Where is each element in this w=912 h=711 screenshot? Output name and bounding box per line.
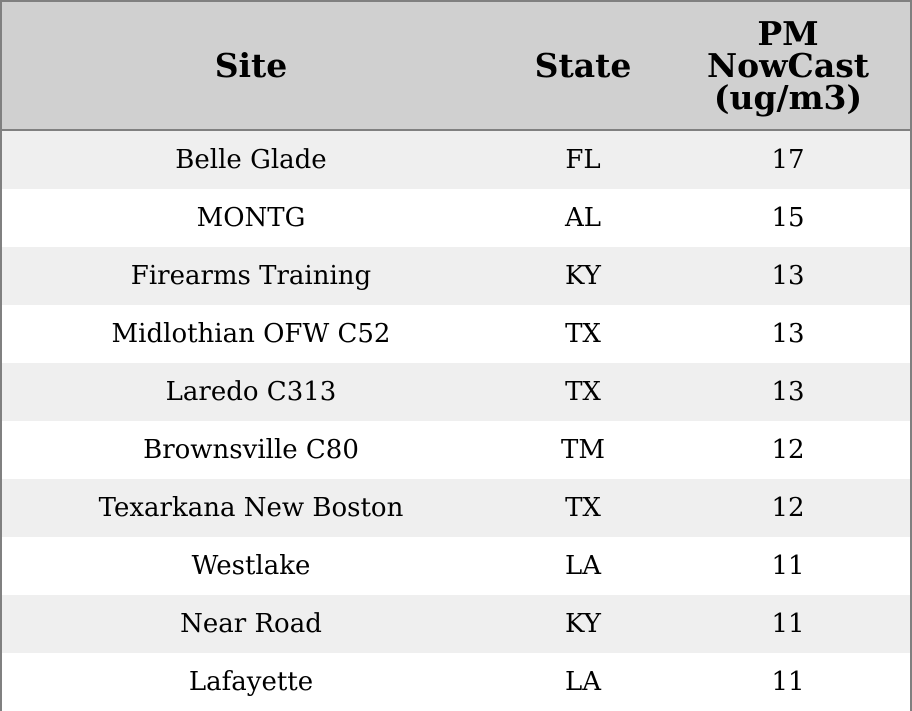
table-row: Midlothian OFW C52 TX 13	[2, 305, 910, 363]
table-cell: TM	[500, 421, 666, 479]
table-cell: Westlake	[2, 537, 500, 595]
table-cell: Near Road	[2, 595, 500, 653]
table-cell: 13	[666, 363, 910, 421]
table-row: Brownsville C80 TM 12	[2, 421, 910, 479]
table-header: Site State PM NowCast (ug/m3)	[2, 2, 910, 131]
table-cell: FL	[500, 130, 666, 189]
table-row: Belle Glade FL 17	[2, 130, 910, 189]
table-cell: 15	[666, 189, 910, 247]
table-cell: TX	[500, 305, 666, 363]
header-cell: State	[500, 2, 666, 131]
table-cell: Brownsville C80	[2, 421, 500, 479]
table-cell: Midlothian OFW C52	[2, 305, 500, 363]
table-cell: 12	[666, 421, 910, 479]
table-row: Near Road KY 11	[2, 595, 910, 653]
table-row: Texarkana New Boston TX 12	[2, 479, 910, 537]
table-cell: Belle Glade	[2, 130, 500, 189]
table-cell: Lafayette	[2, 653, 500, 711]
table-row: Lafayette LA 11	[2, 653, 910, 711]
table-cell: LA	[500, 653, 666, 711]
table-body: Belle Glade FL 17 MONTG AL 15 Firearms Trainin…	[2, 130, 910, 711]
table-cell: 17	[666, 130, 910, 189]
header-text: State	[534, 45, 632, 85]
header-cell: Site	[2, 2, 500, 131]
table-cell: 12	[666, 479, 910, 537]
table-cell: KY	[500, 595, 666, 653]
table-row: Laredo C313 TX 13	[2, 363, 910, 421]
table-row: Firearms Training KY 13	[2, 247, 910, 305]
header-text: Site	[214, 45, 288, 85]
table-cell: 11	[666, 537, 910, 595]
table-cell: 11	[666, 653, 910, 711]
table-cell: KY	[500, 247, 666, 305]
header-row: Site State PM NowCast (ug/m3)	[2, 2, 910, 131]
table-cell: Firearms Training	[2, 247, 500, 305]
table-cell: MONTG	[2, 189, 500, 247]
table-cell: 13	[666, 305, 910, 363]
table-cell: TX	[500, 363, 666, 421]
table-row: MONTG AL 15	[2, 189, 910, 247]
header-text: PM NowCast (ug/m3)	[706, 13, 870, 117]
table-cell: 11	[666, 595, 910, 653]
table-cell: Laredo C313	[2, 363, 500, 421]
header-cell: PM NowCast (ug/m3)	[666, 2, 910, 131]
table-cell: 13	[666, 247, 910, 305]
table-cell: Texarkana New Boston	[2, 479, 500, 537]
table-cell: AL	[500, 189, 666, 247]
table-cell: TX	[500, 479, 666, 537]
table-row: Westlake LA 11	[2, 537, 910, 595]
table-cell: LA	[500, 537, 666, 595]
